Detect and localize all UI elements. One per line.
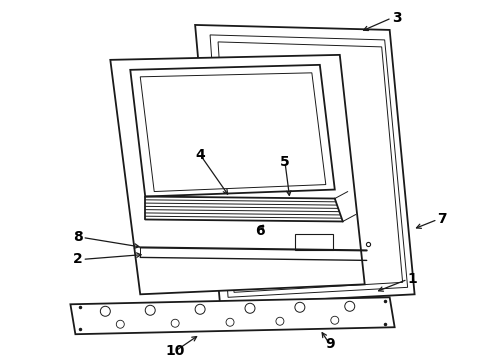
Text: 9: 9 bbox=[325, 337, 335, 351]
Polygon shape bbox=[130, 65, 335, 197]
Bar bbox=[295, 234, 333, 251]
Text: 7: 7 bbox=[438, 212, 447, 226]
Polygon shape bbox=[218, 42, 403, 292]
Text: 1: 1 bbox=[408, 273, 417, 286]
Text: 6: 6 bbox=[255, 224, 265, 238]
Polygon shape bbox=[195, 25, 415, 304]
Polygon shape bbox=[210, 35, 408, 297]
Text: 8: 8 bbox=[73, 230, 82, 244]
Text: 10: 10 bbox=[166, 344, 185, 358]
Text: 4: 4 bbox=[195, 148, 205, 162]
Text: 3: 3 bbox=[392, 11, 401, 25]
Polygon shape bbox=[110, 55, 365, 294]
Polygon shape bbox=[140, 73, 326, 192]
Text: 5: 5 bbox=[280, 155, 290, 168]
Polygon shape bbox=[71, 297, 394, 334]
Text: 2: 2 bbox=[73, 252, 82, 266]
